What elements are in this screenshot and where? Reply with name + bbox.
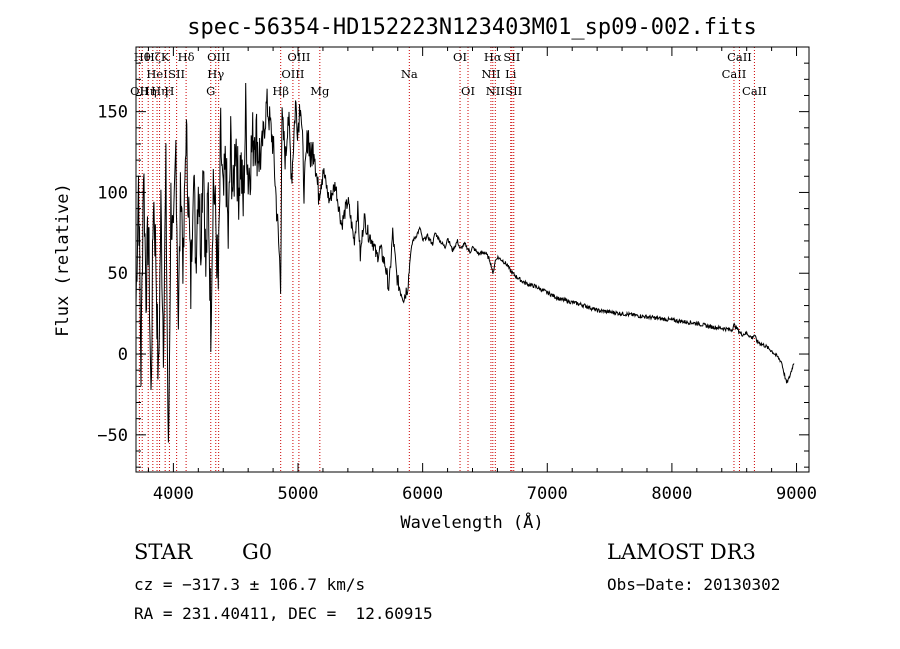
marker-label-14: OIII [281,67,304,81]
marker-label-24: SII [503,50,520,64]
observation-date: Obs−Date: 20130302 [607,575,781,594]
marker-label-17: Na [401,67,418,81]
x-tick-label-3: 7000 [527,484,568,504]
marker-label-3: Hζ [145,50,161,64]
y-tick-label-1: 0 [118,345,128,365]
marker-label-6: K [161,50,170,64]
marker-label-25: SII [505,84,522,98]
y-axis: −50 0 50 100 150 [97,62,809,468]
survey-name: LAMOST DR3 [607,540,756,564]
y-tick-label-2: 50 [108,264,128,284]
marker-label-20: NII [481,67,500,81]
marker-label-1: Hθ [134,50,151,64]
object-subclass: G0 [242,540,273,564]
marker-label-5: Hη [151,84,168,98]
marker-label-8: SII [168,67,185,81]
marker-label-22: NII [486,84,505,98]
marker-label-15: OIII [287,50,310,64]
y-axis-label: Flux (relative) [53,183,73,337]
marker-label-12: OIII [207,50,230,64]
spectrum-series-line [135,82,795,443]
marker-label-27: CaII [727,50,752,64]
x-tick-label-1: 5000 [278,484,319,504]
redshift-line: cz = −317.3 ± 106.7 km/s [134,575,366,594]
marker-label-26: CaII [722,67,747,81]
x-axis-label: Wavelength (Å) [400,511,543,533]
marker-label-4: HeI [146,67,167,81]
marker-label-10: G [206,84,215,98]
marker-label-23: Li [505,67,517,81]
marker-label-16: Mg [310,84,330,98]
x-tick-label-2: 6000 [402,484,443,504]
marker-label-19: OI [461,84,475,98]
y-tick-label-0: −50 [97,426,128,446]
x-tick-label-4: 8000 [651,484,692,504]
marker-label-2: Hη [140,84,157,98]
marker-label-28: CaII [742,84,767,98]
emission-line-markers: OII Hθ Hη Hζ HeI Hη K H SII Hδ G Hγ OIII Hβ OIII OIII Mg… [130,47,767,472]
marker-label-0: OII [130,84,149,98]
object-class: STAR [134,540,193,564]
marker-label-9: Hδ [178,50,195,64]
x-tick-label-0: 4000 [153,484,194,504]
marker-label-11: Hγ [207,67,224,81]
marker-label-7: H [164,84,174,98]
marker-label-21: Hα [484,50,502,64]
marker-label-13: Hβ [272,84,289,98]
y-tick-label-3: 100 [97,183,128,203]
x-tick-label-5: 9000 [776,484,817,504]
y-tick-label-4: 150 [97,103,128,123]
marker-label-18: OI [453,50,467,64]
x-axis: 4000 5000 6000 7000 8000 9000 [147,47,817,504]
coordinates-line: RA = 231.40411, DEC = 12.60915 [134,604,433,623]
chart-title: spec-56354-HD152223N123403M01_sp09-002.f… [187,15,757,40]
plot-frame [135,46,810,473]
